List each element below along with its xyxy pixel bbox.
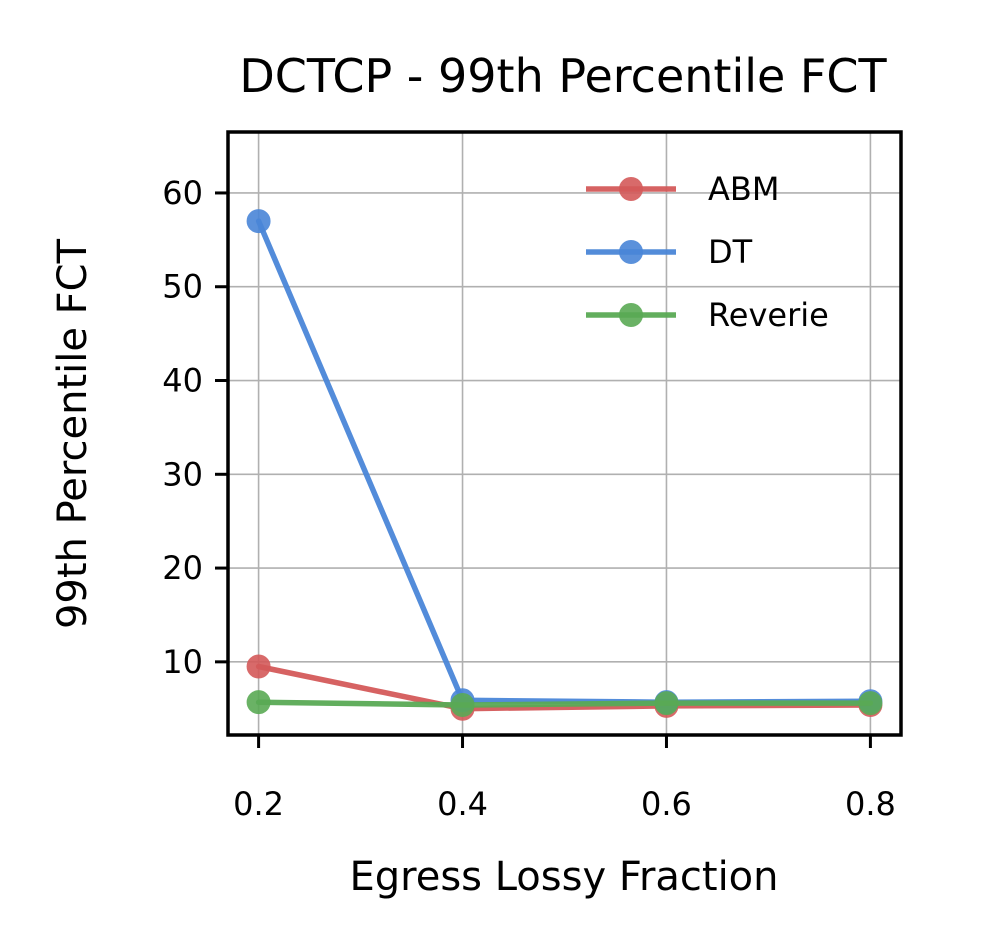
chart-title: DCTCP - 99th Percentile FCT	[239, 49, 887, 103]
data-point-abm	[246, 654, 271, 679]
data-point-dt	[246, 209, 271, 234]
series-line-reverie	[255, 699, 874, 708]
x-tick-label: 0.6	[641, 785, 692, 823]
y-tick-label: 50	[162, 268, 203, 306]
legend-marker-abm	[619, 177, 643, 201]
legend-marker-dt	[619, 240, 643, 264]
axis-ticks: 0.2 0.4 0.6 0.8 10 20 30 40 50 60	[162, 174, 896, 823]
grid-lines	[228, 132, 901, 735]
y-tick-label: 30	[162, 455, 203, 493]
data-series	[246, 209, 883, 721]
data-point-reverie	[654, 691, 679, 716]
series-dt	[246, 209, 883, 715]
legend-item-dt: DT	[586, 233, 753, 271]
plot-frame	[226, 130, 903, 737]
series-reverie	[246, 690, 883, 717]
data-point-reverie	[450, 692, 475, 717]
x-tick-label: 0.8	[845, 785, 896, 823]
y-tick-label: 60	[162, 174, 203, 212]
y-tick-label: 40	[162, 362, 203, 400]
legend-item-abm: ABM	[586, 170, 779, 208]
y-tick-label: 10	[162, 643, 203, 681]
x-tick-label: 0.2	[233, 785, 284, 823]
series-line-dt	[255, 218, 874, 705]
x-axis-label: Egress Lossy Fraction	[349, 854, 778, 900]
x-tick-label: 0.4	[437, 785, 488, 823]
legend-label-reverie: Reverie	[708, 296, 829, 334]
legend-label-dt: DT	[708, 233, 753, 271]
y-tick-label: 20	[162, 549, 203, 587]
legend: ABM DT Reverie	[586, 170, 829, 334]
series-abm	[246, 654, 883, 721]
legend-label-abm: ABM	[708, 170, 779, 208]
legend-marker-reverie	[619, 303, 643, 327]
y-axis-label: 99th Percentile FCT	[50, 238, 96, 629]
data-point-reverie	[858, 691, 883, 716]
legend-item-reverie: Reverie	[586, 296, 829, 334]
data-point-reverie	[246, 690, 271, 715]
